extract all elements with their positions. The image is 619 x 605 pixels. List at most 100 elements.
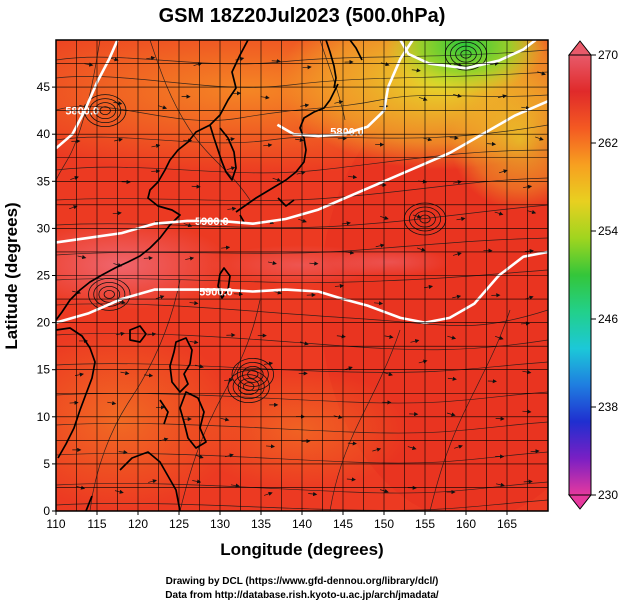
wind-arrow bbox=[308, 491, 318, 497]
wind-arrow bbox=[264, 361, 274, 366]
temperature-field bbox=[56, 40, 548, 511]
wind-arrow bbox=[260, 95, 270, 100]
wind-arrow bbox=[189, 340, 199, 345]
coastline-sakhalin bbox=[325, 40, 363, 89]
wind-arrow bbox=[263, 143, 273, 148]
wind-arrow bbox=[375, 243, 385, 248]
wind-arrow bbox=[192, 479, 202, 484]
field-yellow-east bbox=[450, 70, 548, 210]
wind-arrow bbox=[379, 489, 389, 494]
contour-label: 5900.0 bbox=[199, 287, 233, 299]
wind-arrow bbox=[384, 334, 394, 339]
vortex-ring bbox=[103, 289, 115, 299]
colorbar-tick-label: 270 bbox=[598, 48, 618, 62]
colorbar-tick-label: 238 bbox=[598, 400, 618, 414]
x-tick-label: 160 bbox=[456, 517, 476, 531]
wind-arrow bbox=[298, 218, 307, 223]
vortex-ring bbox=[242, 366, 264, 383]
wind-arrow bbox=[520, 321, 531, 326]
x-axis-label: Longitude (degrees) bbox=[220, 540, 383, 559]
vortex-ring bbox=[247, 370, 259, 379]
wind-arrow bbox=[224, 453, 234, 458]
wind-arrow bbox=[412, 214, 422, 219]
credit-line-2: Data from http://database.rish.kyoto-u.a… bbox=[165, 590, 439, 601]
streamline bbox=[56, 124, 548, 144]
wind-arrow bbox=[334, 283, 345, 289]
wind-arrow bbox=[151, 143, 161, 148]
wind-arrow bbox=[146, 55, 156, 61]
y-ticks: 0 5 10 15 20 25 30 35 40 45 bbox=[37, 80, 56, 518]
wind-arrow bbox=[79, 104, 89, 109]
wind-arrow bbox=[486, 141, 497, 147]
wind-arrow bbox=[380, 215, 389, 220]
x-tick-label: 110 bbox=[46, 517, 65, 531]
coastline-hainan bbox=[129, 325, 147, 343]
colorbar-fill bbox=[569, 55, 591, 495]
wind-arrow bbox=[265, 444, 276, 449]
x-tick-label: 125 bbox=[169, 517, 189, 531]
wind-arrow bbox=[537, 71, 546, 76]
wind-arrow bbox=[227, 206, 237, 211]
x-ticks: 110 115 120 125 130 135 140 145 150 155 160 165 bbox=[46, 511, 517, 531]
wind-arrow bbox=[194, 364, 204, 369]
streamline bbox=[56, 149, 548, 174]
y-tick-label: 25 bbox=[37, 269, 51, 283]
y-tick-label: 5 bbox=[43, 457, 50, 471]
streamline bbox=[89, 279, 181, 511]
wind-arrow bbox=[372, 447, 382, 452]
y-tick-label: 40 bbox=[37, 127, 51, 141]
colorbar: 270 262 254 246 238 230 bbox=[567, 40, 618, 510]
x-tick-label: 150 bbox=[374, 517, 394, 531]
x-tick-label: 145 bbox=[333, 517, 353, 531]
coastline bbox=[56, 40, 363, 511]
x-tick-label: 155 bbox=[415, 517, 435, 531]
vortex-ring bbox=[88, 277, 131, 311]
wind-arrow bbox=[495, 416, 505, 421]
wind-arrow bbox=[114, 489, 124, 494]
y-tick-label: 30 bbox=[37, 221, 51, 235]
vortex-ring bbox=[231, 358, 274, 391]
colorbar-frame bbox=[568, 54, 592, 496]
colorbar-tick-label: 230 bbox=[598, 488, 618, 502]
wind-arrow bbox=[497, 94, 507, 99]
x-tick-label: 115 bbox=[87, 517, 106, 531]
wind-arrow bbox=[527, 210, 537, 215]
y-tick-label: 20 bbox=[37, 316, 51, 330]
wind-arrow bbox=[494, 335, 504, 340]
wind-arrow bbox=[521, 105, 531, 110]
field-orange-south bbox=[56, 330, 240, 510]
wind-arrow bbox=[147, 332, 157, 337]
contour-label: 5800.0 bbox=[65, 106, 99, 118]
wind-arrow bbox=[112, 211, 122, 216]
wind-arrow bbox=[155, 295, 165, 300]
wind-arrow bbox=[452, 93, 462, 98]
coastline-asia-mainland bbox=[56, 40, 249, 321]
streamline bbox=[56, 333, 548, 351]
wind-arrow bbox=[456, 216, 466, 222]
streamline bbox=[56, 71, 548, 88]
wind-arrow bbox=[226, 166, 236, 171]
wind-arrow bbox=[530, 449, 540, 454]
wind-arrow bbox=[295, 137, 305, 142]
streamline bbox=[56, 204, 548, 229]
y-tick-label: 15 bbox=[37, 363, 51, 377]
x-tick-label: 140 bbox=[292, 517, 312, 531]
y-tick-label: 35 bbox=[37, 174, 51, 188]
y-tick-label: 0 bbox=[43, 504, 50, 518]
wind-arrow bbox=[220, 417, 230, 422]
wind-arrow bbox=[302, 65, 312, 70]
wind-arrow bbox=[264, 491, 273, 496]
wind-arrow bbox=[120, 370, 130, 376]
wind-arrow bbox=[193, 62, 203, 67]
wind-arrow bbox=[494, 211, 504, 216]
wind-arrow bbox=[453, 180, 463, 185]
wind-arrow bbox=[230, 483, 240, 488]
wind-arrow bbox=[495, 482, 505, 487]
streamline bbox=[179, 299, 261, 511]
wind-arrow bbox=[70, 175, 79, 180]
field-pink-band-west bbox=[56, 220, 230, 310]
wind-arrow bbox=[452, 294, 462, 299]
contour-line bbox=[56, 40, 119, 150]
wind-arrow bbox=[407, 445, 417, 450]
wind-arrow bbox=[453, 63, 463, 68]
